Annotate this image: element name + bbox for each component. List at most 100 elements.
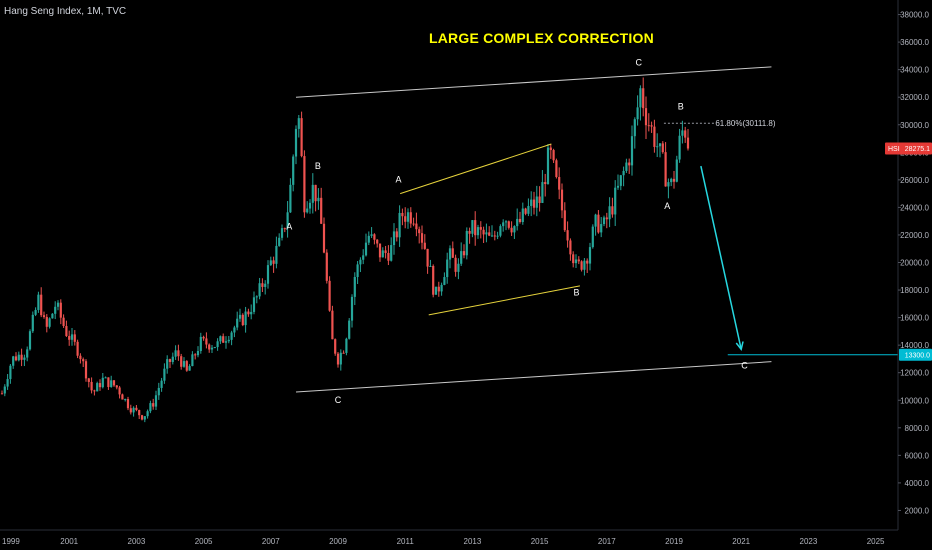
candle-body xyxy=(504,221,508,223)
candle-body xyxy=(510,227,513,233)
candle-body xyxy=(672,178,676,182)
candle-body xyxy=(336,353,340,365)
candle-body xyxy=(532,199,536,208)
candle-body xyxy=(56,302,60,307)
candle-body xyxy=(300,118,303,157)
candle-body xyxy=(644,108,648,126)
candle-body xyxy=(359,259,362,265)
candle-body xyxy=(650,125,653,127)
candle-body xyxy=(126,399,130,409)
candle-body xyxy=(317,197,320,202)
time-axis[interactable] xyxy=(0,530,932,550)
candle-body xyxy=(451,248,454,258)
candle-body xyxy=(356,264,359,278)
candle-body xyxy=(62,317,65,326)
y-tick-label: 24000.0 xyxy=(900,203,929,212)
candle-body xyxy=(79,355,82,360)
labels-layer: 61.80%(30111.8) A B C A B C A B C xyxy=(286,58,776,405)
candle-body xyxy=(345,338,348,353)
candle-body xyxy=(40,294,43,316)
candle-body xyxy=(619,175,622,186)
candle-body xyxy=(642,88,645,109)
candle-body xyxy=(446,259,449,278)
y-tick-label: 16000.0 xyxy=(900,314,929,323)
candle-body xyxy=(686,137,690,149)
candle-body xyxy=(479,227,482,230)
candle-body xyxy=(549,147,552,151)
candle-body xyxy=(507,221,510,228)
candle-body xyxy=(580,261,583,270)
candle-body xyxy=(376,239,379,244)
candle-body xyxy=(118,387,121,395)
candle-body xyxy=(48,318,51,327)
candle-body xyxy=(143,416,146,420)
x-tick-label: 2011 xyxy=(397,537,415,546)
candle-body xyxy=(93,390,96,392)
price-tag-symbol: HSI xyxy=(888,146,900,153)
candle-body xyxy=(681,130,684,136)
candle-body xyxy=(560,189,564,211)
y-tick-label: 34000.0 xyxy=(900,66,929,75)
wave-label: C xyxy=(635,58,642,68)
candle-body xyxy=(390,245,393,261)
candle-body xyxy=(135,407,138,411)
candle-body xyxy=(68,336,71,340)
candle-body xyxy=(605,217,608,220)
candle-body xyxy=(387,252,390,261)
candle-body xyxy=(588,247,592,264)
candle-body xyxy=(266,265,270,284)
candle-body xyxy=(457,263,460,272)
candle-body xyxy=(552,150,555,161)
candle-body xyxy=(392,231,396,246)
candle-body xyxy=(182,361,186,367)
candle-body xyxy=(101,377,104,388)
candle-body xyxy=(325,252,328,281)
candle-body xyxy=(516,218,519,227)
wave-label: A xyxy=(286,221,292,231)
candle-body xyxy=(566,230,569,241)
candle-body xyxy=(636,107,639,120)
candle-body xyxy=(518,218,522,223)
y-tick-label: 14000.0 xyxy=(900,341,929,350)
candle-body xyxy=(664,152,667,187)
candle-body xyxy=(502,222,505,227)
candle-body xyxy=(513,226,516,233)
candle-body xyxy=(527,205,530,214)
candle-body xyxy=(152,403,155,407)
candle-body xyxy=(247,311,250,315)
price-tag xyxy=(885,142,932,155)
candle-body xyxy=(115,385,118,388)
candle-body xyxy=(3,386,6,394)
candle-body xyxy=(401,212,404,217)
candle-body xyxy=(160,380,163,388)
wave-label: B xyxy=(678,102,684,112)
candle-body xyxy=(670,178,673,183)
candle-body xyxy=(272,260,275,264)
candle-body xyxy=(656,146,659,148)
candle-body xyxy=(594,214,597,227)
candle-body xyxy=(163,368,166,381)
candle-body xyxy=(406,212,410,222)
candle-body xyxy=(28,331,32,350)
candle-body xyxy=(546,147,550,185)
y-tick-label: 12000.0 xyxy=(900,369,929,378)
candle-body xyxy=(496,235,499,237)
candle-body xyxy=(252,297,256,312)
y-tick-label: 2000.0 xyxy=(905,506,930,515)
candle-body xyxy=(140,415,144,420)
candle-body xyxy=(306,208,309,213)
candle-body xyxy=(289,184,292,213)
candle-body xyxy=(521,208,524,223)
candle-body xyxy=(658,143,662,147)
candle-body xyxy=(132,407,135,413)
price-axis[interactable] xyxy=(898,0,932,530)
candle-body xyxy=(577,259,580,262)
candle-body xyxy=(448,248,452,260)
x-tick-label: 2005 xyxy=(195,537,213,546)
candle-body xyxy=(23,357,26,360)
candle-body xyxy=(661,143,664,153)
candle-body xyxy=(647,125,650,127)
candle-body xyxy=(70,334,74,340)
candle-body xyxy=(17,354,20,361)
